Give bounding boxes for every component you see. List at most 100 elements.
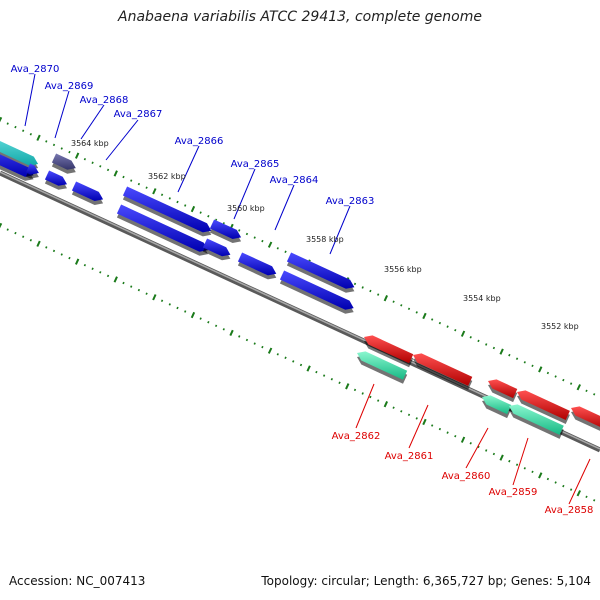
outer-tick (261, 239, 264, 243)
inner-tick (415, 417, 418, 420)
leader-ava-2865 (233, 168, 256, 220)
inner-tick (276, 353, 279, 356)
inner-tick (515, 463, 519, 466)
outer-tick (145, 186, 148, 189)
inner-tick (531, 470, 534, 474)
leader-ava-2863 (329, 205, 351, 255)
genome-backbone (0, 170, 600, 453)
feature-ava-2864 (237, 252, 277, 276)
inner-tick (407, 413, 411, 417)
inner-tick (369, 395, 372, 399)
leader-ava-2861 (408, 404, 429, 449)
inner-tick (554, 481, 557, 484)
inner-tick (508, 459, 511, 463)
inner-tick (538, 472, 543, 479)
outer-tick (52, 143, 56, 147)
gene-label-ava-2863: Ava_2863 (326, 196, 375, 207)
inner-tick (91, 267, 94, 271)
leader-ava-2859 (512, 437, 529, 486)
leader-ava-2864 (274, 184, 295, 231)
inner-tick (184, 310, 187, 313)
outer-tick (361, 286, 364, 289)
inner-tick (253, 342, 256, 345)
gene-label-ava-2866: Ava_2866 (175, 136, 224, 147)
inner-tick (52, 249, 56, 253)
inner-tick (145, 292, 148, 295)
outer-tick (508, 353, 511, 357)
feature-ava-2866-b (116, 204, 208, 252)
outer-tick (91, 161, 94, 165)
inner-tick (267, 347, 273, 354)
inner-tick (207, 320, 210, 324)
feature-ava-2868 (44, 170, 67, 186)
feature-track (0, 140, 600, 439)
inner-tick (315, 370, 318, 374)
outer-tick (190, 205, 196, 213)
inner-tick (68, 256, 71, 260)
outer-tick (415, 311, 418, 314)
outer-tick (207, 214, 210, 218)
outer-tick (554, 375, 557, 378)
leader-ava-2870 (24, 73, 36, 127)
outer-tick (369, 289, 372, 293)
leader-ava-2866 (177, 145, 200, 193)
gene-label-ava-2858: Ava_2858 (545, 505, 594, 516)
outer-tick (29, 132, 33, 136)
inner-tick (345, 383, 350, 390)
inner-tick (83, 263, 87, 267)
inner-tick (74, 258, 80, 265)
gene-label-ava-2868: Ava_2868 (80, 95, 129, 106)
leader-ava-2860 (465, 427, 489, 469)
kbp-label-3552: 3552 kbp (541, 322, 579, 331)
inner-tick (261, 345, 264, 349)
inner-tick (422, 418, 427, 426)
outer-tick (45, 140, 48, 143)
leader-ava-2867 (105, 119, 139, 161)
inner-tick (60, 253, 63, 256)
leader-ava-2858 (568, 458, 591, 505)
outer-tick (137, 182, 141, 186)
outer-tick (83, 157, 87, 161)
inner-tick (546, 477, 550, 481)
inner-tick (199, 317, 202, 320)
outer-tick (74, 152, 80, 159)
inner-tick (523, 467, 526, 470)
outer-tick (469, 336, 472, 339)
feature-ava-2865 (209, 219, 242, 239)
feature-ava-2870 (0, 140, 39, 166)
gene-label-ava-2861: Ava_2861 (385, 451, 434, 462)
inner-tick (585, 495, 588, 499)
outer-tick (99, 165, 102, 168)
outer-tick (438, 321, 442, 325)
outer-tick (593, 393, 596, 396)
feature-ava-2870-b (0, 154, 34, 177)
inner-tick (176, 306, 179, 310)
inner-tick (6, 228, 9, 231)
inner-tick (190, 311, 196, 319)
gene-label-ava-2862: Ava_2862 (332, 431, 381, 442)
outer-tick (199, 211, 202, 214)
feature-ava-2861 (413, 353, 473, 386)
outer-tick (253, 236, 256, 239)
inner-tick (438, 427, 442, 431)
inner-tick (499, 454, 504, 461)
inner-tick-track (0, 222, 596, 502)
inner-tick (152, 294, 157, 301)
inner-tick (292, 360, 295, 363)
inner-tick (322, 374, 326, 377)
inner-tick (21, 235, 25, 238)
outer-tick (60, 147, 63, 150)
feature-ava-2862 (364, 335, 414, 364)
inner-tick (446, 431, 449, 434)
outer-tick (176, 200, 179, 204)
gene-label-ava-2860: Ava_2860 (442, 471, 491, 482)
outer-tick (515, 357, 519, 360)
outer-tick (430, 318, 434, 321)
outer-tick (245, 232, 249, 236)
outer-tick (499, 348, 504, 355)
kbp-label-3554: 3554 kbp (463, 294, 501, 303)
feature-ava-2862-b (357, 351, 408, 380)
feature-ava-2858 (571, 406, 600, 427)
outer-tick (267, 241, 273, 248)
